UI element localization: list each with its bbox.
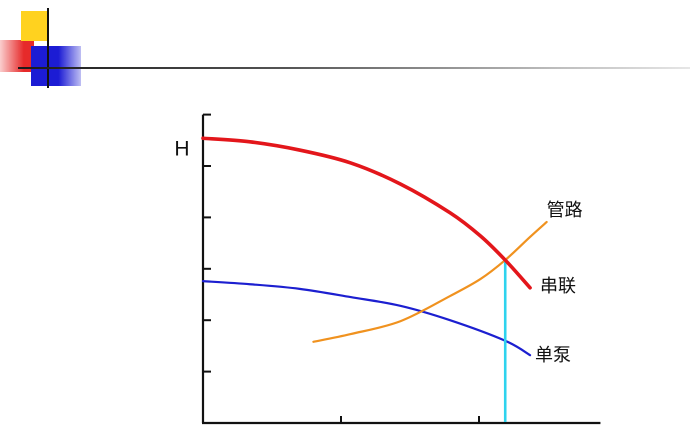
decor-vertical-rule: [47, 8, 49, 88]
axes: [201, 113, 601, 425]
series-line-1: [201, 280, 532, 357]
series-line-0: [201, 136, 532, 290]
y-axis-label: H: [174, 138, 189, 161]
decor-blue-square: [31, 46, 81, 86]
series-line-2: [312, 220, 548, 343]
series-layer: [201, 136, 548, 422]
series-label-1: 单泵: [535, 345, 571, 366]
decor-horizontal-rule: [18, 67, 690, 69]
decor-yellow-square: [21, 11, 49, 41]
series-label-2: 管路: [547, 200, 583, 221]
series-label-0: 串联: [540, 276, 576, 297]
decor-red-square: [0, 40, 34, 72]
